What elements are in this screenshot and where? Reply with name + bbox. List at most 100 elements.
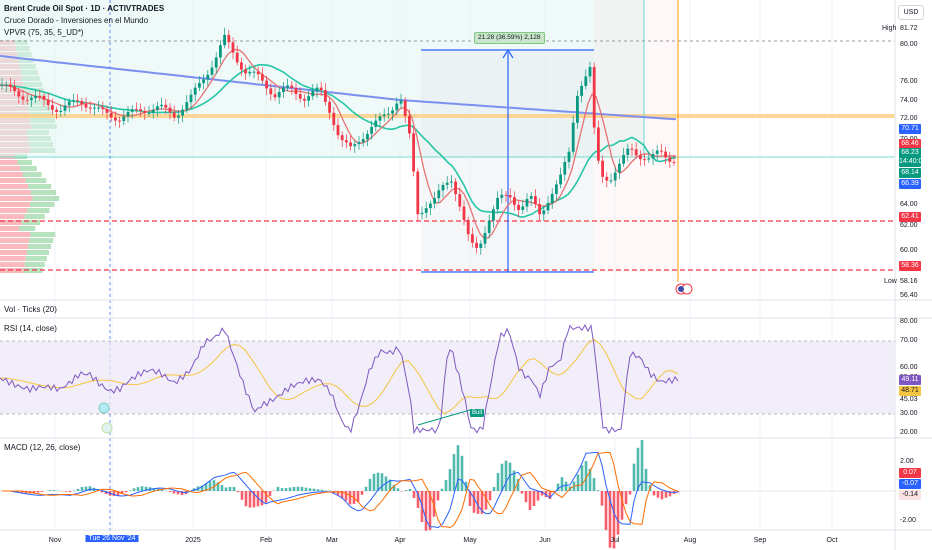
candle <box>584 76 588 86</box>
candle <box>429 203 432 209</box>
candle <box>164 104 168 108</box>
candle <box>223 34 226 46</box>
candle <box>416 171 420 215</box>
candle <box>513 197 516 205</box>
rsi-tick: 70.00 <box>900 337 918 344</box>
rsi-value-tag: 49.11 <box>899 375 921 385</box>
ma-slow-line <box>0 55 677 121</box>
chart-title: Brent Crude Oil Spot · 1D · ACTIVTRADES <box>4 4 165 13</box>
indicator-label-2[interactable]: VPVR (75, 35, 5_UD*) <box>4 28 84 37</box>
candle <box>328 101 331 113</box>
rsi-line <box>0 323 679 435</box>
candle <box>353 144 357 147</box>
candle <box>324 90 327 102</box>
macd-tick-2: 2.00 <box>900 458 914 465</box>
vol-pane-title[interactable]: Vol · Ticks (20) <box>4 305 57 314</box>
candle <box>517 204 520 210</box>
rsi-pane-title[interactable]: RSI (14, close) <box>4 324 57 333</box>
candle <box>38 95 42 97</box>
marker-circle-1 <box>98 402 110 414</box>
candle <box>475 242 478 248</box>
red-zone <box>594 0 678 272</box>
indicator-label-1[interactable]: Cruce Dorado - Inversiones en el Mundo <box>4 16 149 25</box>
candle <box>9 84 12 87</box>
ma-mid-line <box>0 63 677 218</box>
candle <box>458 194 462 207</box>
time-label: Aug <box>683 537 697 544</box>
candle <box>277 92 281 98</box>
price-tick: 76.00 <box>900 78 918 85</box>
candle <box>135 109 138 111</box>
candle <box>664 151 667 158</box>
candle <box>261 74 264 81</box>
candle <box>437 190 441 199</box>
rsi-ma-tag: 48.71 <box>899 386 921 396</box>
candle <box>147 112 151 114</box>
time-label: Sep <box>753 537 767 544</box>
candle <box>160 104 163 107</box>
candle <box>454 181 457 195</box>
price-tag: 68.46 <box>899 139 921 149</box>
rsi-ma-line <box>0 338 679 415</box>
time-label: Oct <box>826 537 838 544</box>
currency-selector[interactable]: USD <box>898 5 924 20</box>
candle <box>101 107 105 110</box>
candle <box>424 208 428 213</box>
rsi-tick: 30.00 <box>900 410 918 417</box>
candle <box>189 94 193 103</box>
candle <box>88 107 92 109</box>
candle <box>471 234 474 243</box>
candle <box>487 220 491 233</box>
candle <box>248 71 252 74</box>
time-label: Feb <box>259 537 273 544</box>
candle <box>51 105 54 110</box>
candle <box>105 109 109 113</box>
candle <box>630 148 634 150</box>
time-label: Jun <box>539 537 551 544</box>
candle <box>332 112 336 126</box>
candle <box>403 100 407 116</box>
candle <box>84 104 88 108</box>
candle <box>177 115 180 118</box>
candle <box>613 172 617 181</box>
candle <box>282 87 285 93</box>
macd-tag-3: -0.14 <box>899 490 921 500</box>
bull-divergence-line <box>417 409 471 426</box>
candle <box>521 206 525 210</box>
candle <box>172 112 176 118</box>
candle <box>382 114 386 117</box>
candle <box>563 161 567 175</box>
candle <box>483 232 487 244</box>
candle <box>618 163 621 173</box>
candle <box>93 107 96 109</box>
candle <box>655 150 659 155</box>
candle <box>252 71 256 73</box>
candle <box>660 150 663 152</box>
candle <box>181 109 184 116</box>
candle <box>542 210 546 215</box>
candle <box>357 142 361 145</box>
candle <box>42 95 46 100</box>
candle <box>290 85 294 88</box>
candle <box>433 198 436 204</box>
candle <box>588 67 592 77</box>
candle <box>17 91 21 97</box>
measure-arrowhead <box>502 48 514 59</box>
price-tick: 74.00 <box>900 97 918 104</box>
time-label: Mar <box>325 537 339 544</box>
price-tick: 56.40 <box>900 292 918 299</box>
price-tag: 70.71 <box>899 124 921 134</box>
candle <box>256 71 260 75</box>
candle <box>525 198 529 207</box>
macd-pane-title[interactable]: MACD (12, 26, close) <box>4 443 81 452</box>
candle <box>538 204 541 215</box>
candle <box>13 86 16 92</box>
candle <box>450 181 453 183</box>
candle <box>336 125 340 136</box>
candle <box>500 194 504 198</box>
high-value: 81.72 <box>900 25 918 32</box>
candle <box>605 176 609 181</box>
orange-resistance-band <box>0 114 895 118</box>
candle <box>508 195 512 198</box>
